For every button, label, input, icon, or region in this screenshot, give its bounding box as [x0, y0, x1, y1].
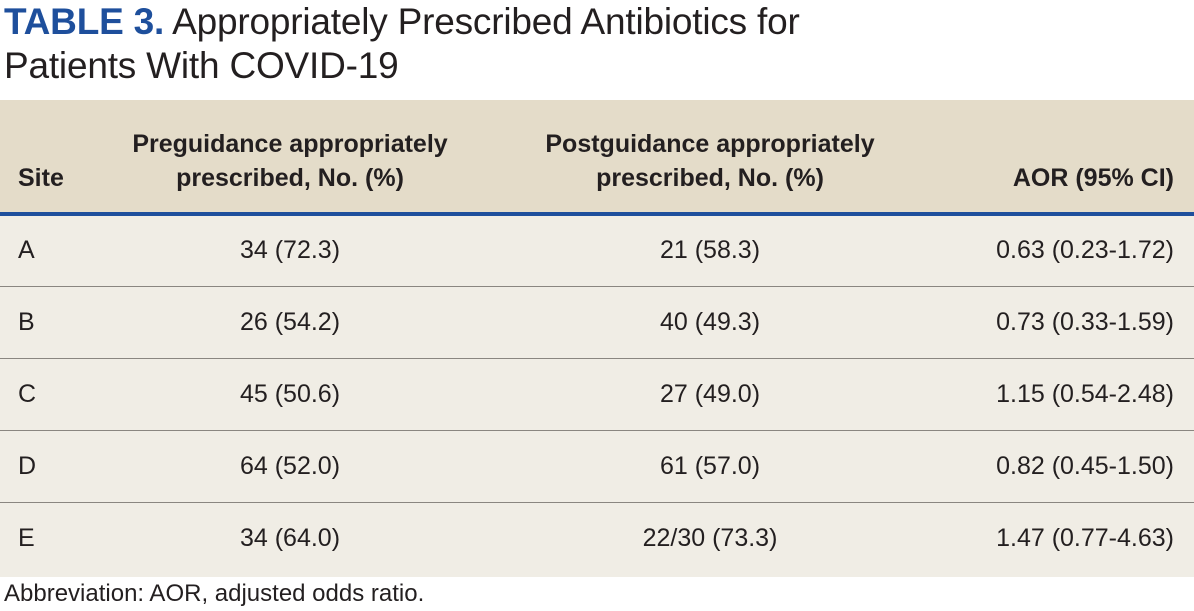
- table-title-text: Appropriately Prescribed Antibiotics for: [172, 1, 800, 42]
- header-site-label: Site: [18, 164, 64, 192]
- data-table: Site Preguidance appropriately prescribe…: [0, 100, 1194, 574]
- table-number: TABLE 3.: [4, 1, 165, 42]
- cell-site: B: [18, 307, 35, 336]
- cell-site: D: [18, 451, 37, 480]
- table-footnote: Abbreviation: AOR, adjusted odds ratio.: [4, 580, 425, 607]
- table-row: A 34 (72.3) 21 (58.3) 0.63 (0.23-1.72): [0, 214, 1194, 286]
- header-aor: AOR (95% CI): [920, 100, 1194, 216]
- cell-postguidance: 22/30 (73.3): [642, 523, 778, 552]
- cell-site: E: [18, 523, 35, 552]
- cell-postguidance: 27 (49.0): [659, 379, 761, 408]
- table-row: C 45 (50.6) 27 (49.0) 1.15 (0.54-2.48): [0, 358, 1194, 430]
- cell-preguidance: 34 (64.0): [239, 523, 341, 552]
- cell-preguidance: 26 (54.2): [239, 307, 341, 336]
- cell-site: C: [18, 379, 37, 408]
- header-preguidance-line1: Preguidance appropriately: [132, 130, 448, 158]
- cell-preguidance: 34 (72.3): [239, 236, 341, 265]
- table-row: B 26 (54.2) 40 (49.3) 0.73 (0.33-1.59): [0, 286, 1194, 358]
- cell-site: A: [18, 236, 35, 265]
- cell-aor: 1.47 (0.77-4.63): [996, 523, 1174, 552]
- cell-preguidance: 64 (52.0): [239, 451, 341, 480]
- header-postguidance: Postguidance appropriately prescribed, N…: [500, 100, 920, 216]
- cell-aor: 0.82 (0.45-1.50): [996, 451, 1174, 480]
- cell-postguidance: 61 (57.0): [659, 451, 761, 480]
- cell-aor: 0.73 (0.33-1.59): [996, 307, 1174, 336]
- table-body: A 34 (72.3) 21 (58.3) 0.63 (0.23-1.72) B…: [0, 214, 1194, 574]
- header-postguidance-line1: Postguidance appropriately: [545, 130, 875, 158]
- cell-aor: 1.15 (0.54-2.48): [996, 379, 1174, 408]
- cell-preguidance: 45 (50.6): [239, 379, 341, 408]
- header-aor-label: AOR (95% CI): [1012, 164, 1174, 192]
- header-site: Site: [0, 100, 80, 216]
- data-table-container: Site Preguidance appropriately prescribe…: [0, 100, 1194, 577]
- header-postguidance-line2: prescribed, No. (%): [596, 164, 824, 192]
- table-title: TABLE 3. Appropriately Prescribed Antibi…: [4, 0, 1184, 88]
- table-row: D 64 (52.0) 61 (57.0) 0.82 (0.45-1.50): [0, 430, 1194, 502]
- cell-aor: 0.63 (0.23-1.72): [996, 236, 1174, 265]
- table-row: E 34 (64.0) 22/30 (73.3) 1.47 (0.77-4.63…: [0, 502, 1194, 574]
- header-preguidance-line2: prescribed, No. (%): [176, 164, 404, 192]
- table-header: Site Preguidance appropriately prescribe…: [0, 100, 1194, 216]
- cell-postguidance: 40 (49.3): [659, 307, 761, 336]
- table-title-text-line2: Patients With COVID-19: [4, 45, 399, 86]
- cell-postguidance: 21 (58.3): [659, 236, 761, 265]
- header-preguidance: Preguidance appropriately prescribed, No…: [80, 100, 500, 216]
- table-header-row: Site Preguidance appropriately prescribe…: [0, 100, 1194, 216]
